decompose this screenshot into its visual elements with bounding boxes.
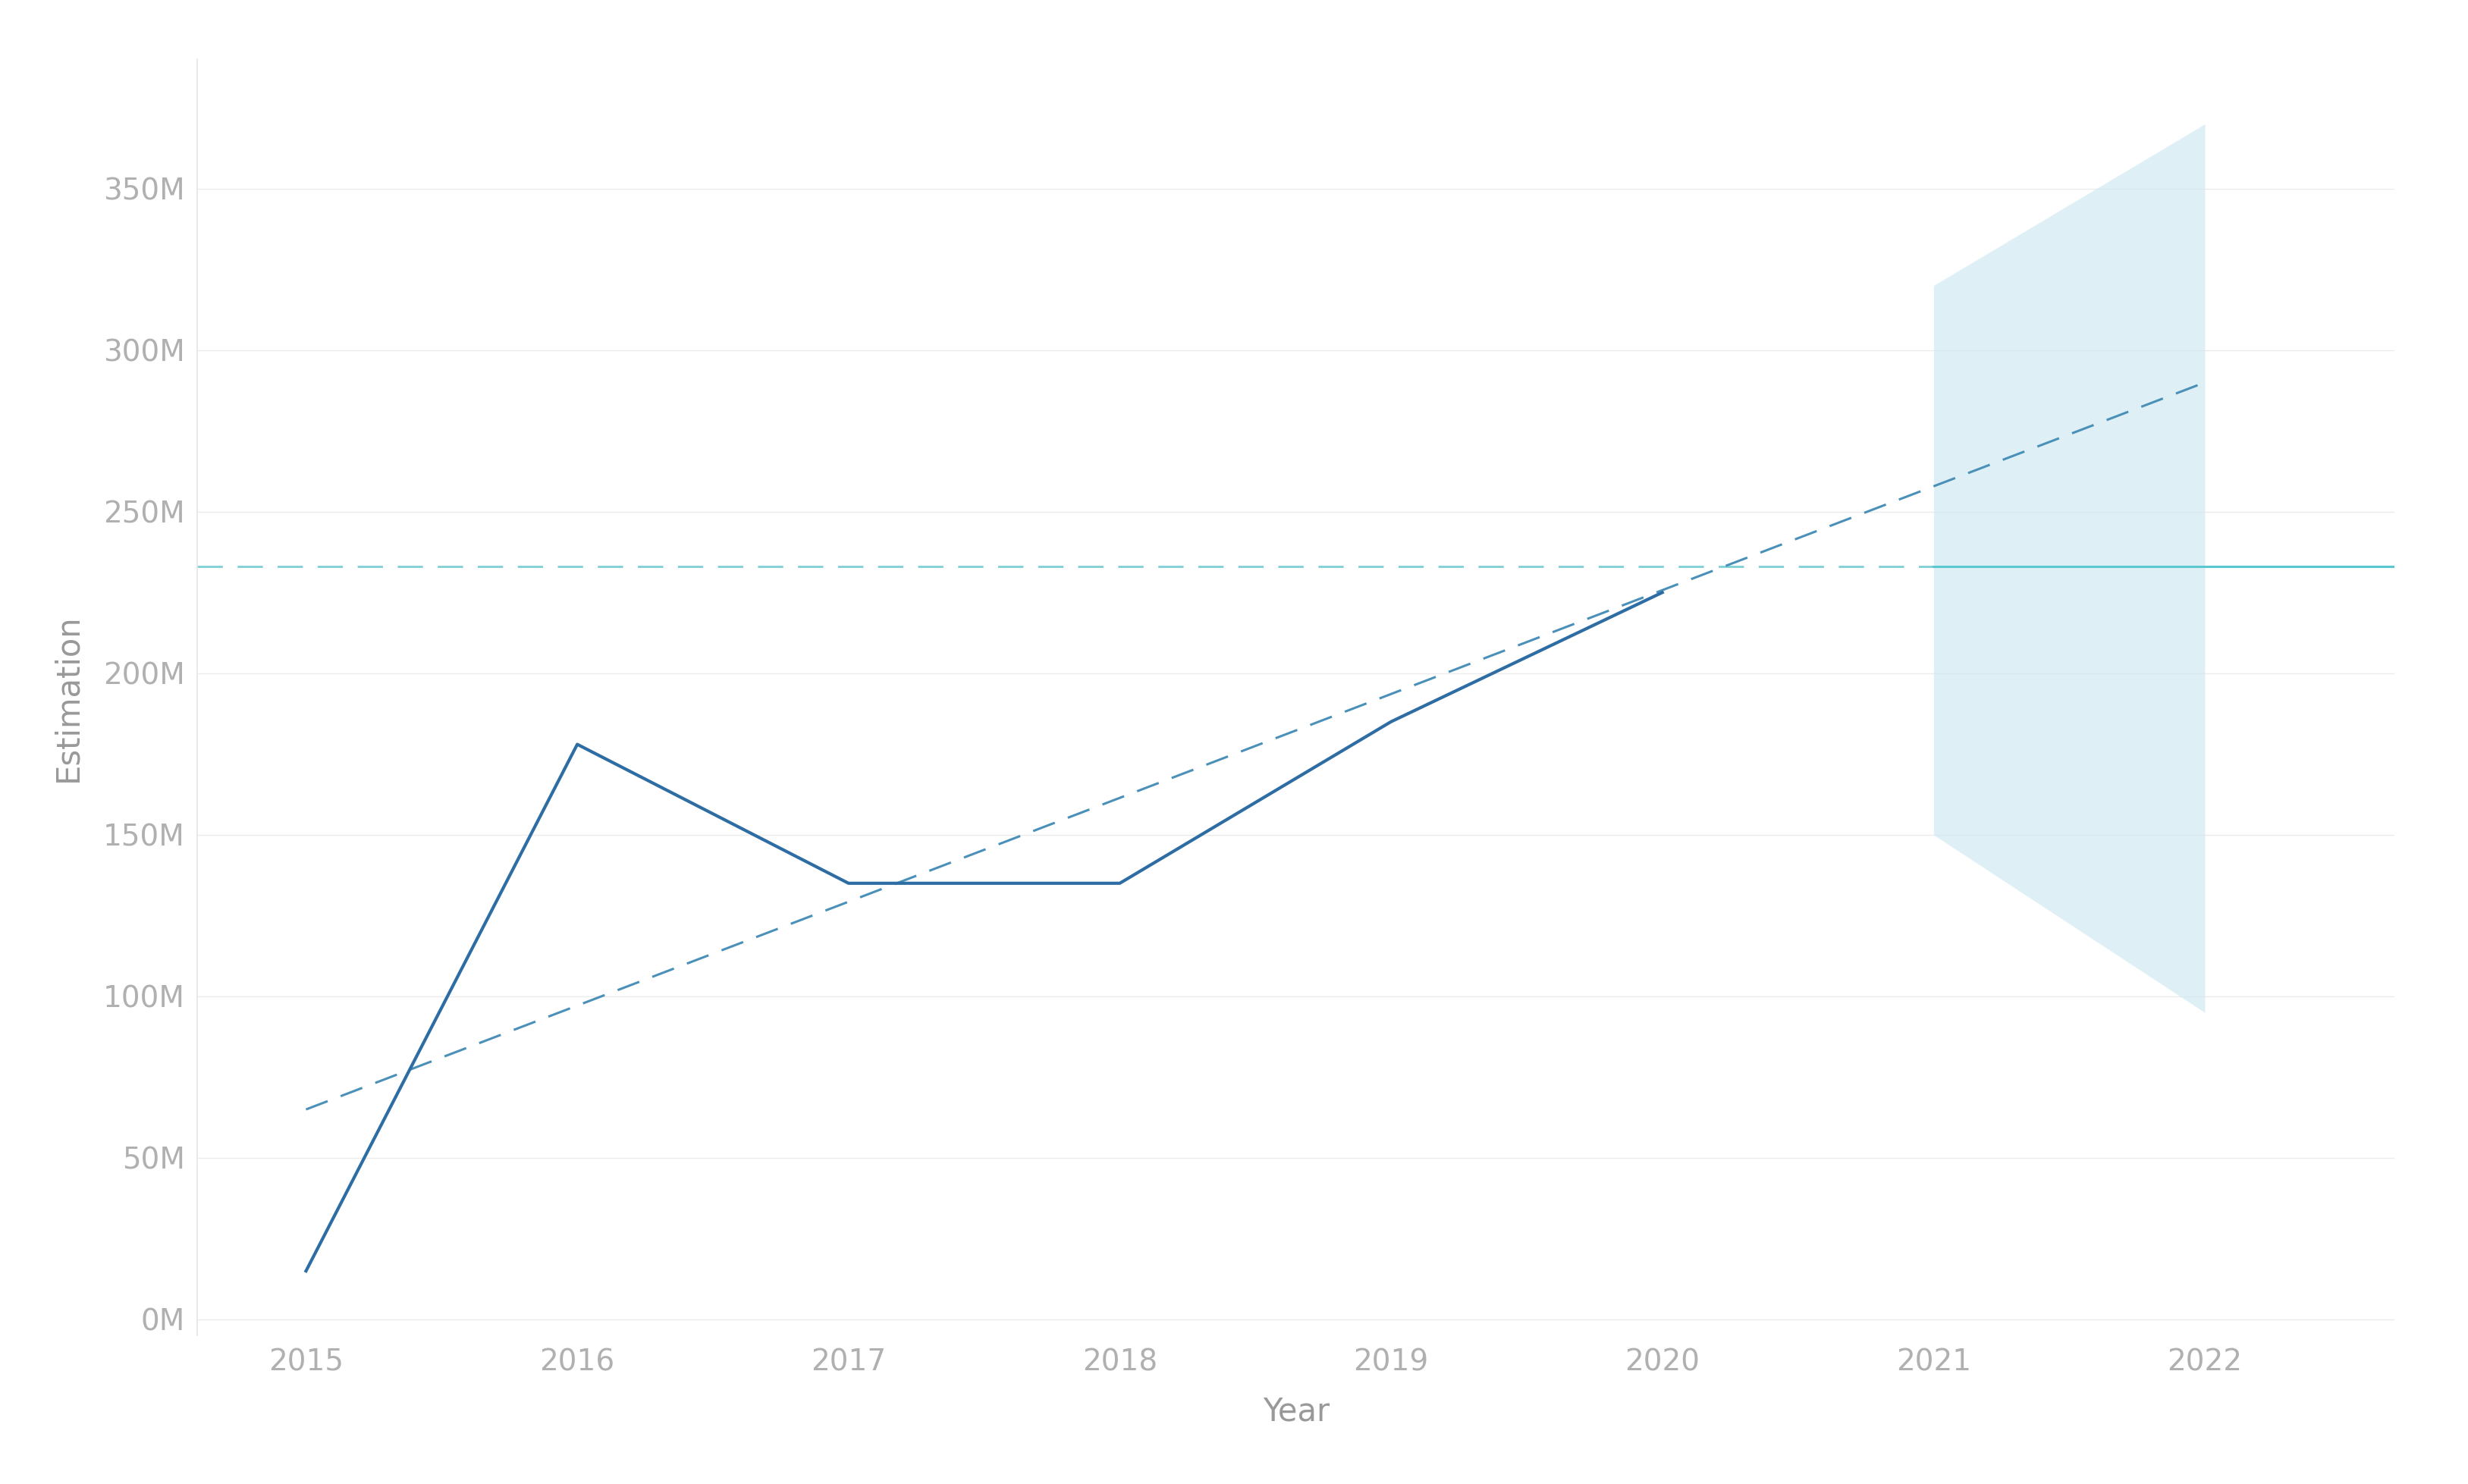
- Y-axis label: Estimation: Estimation: [52, 613, 84, 782]
- X-axis label: Year: Year: [1261, 1396, 1330, 1428]
